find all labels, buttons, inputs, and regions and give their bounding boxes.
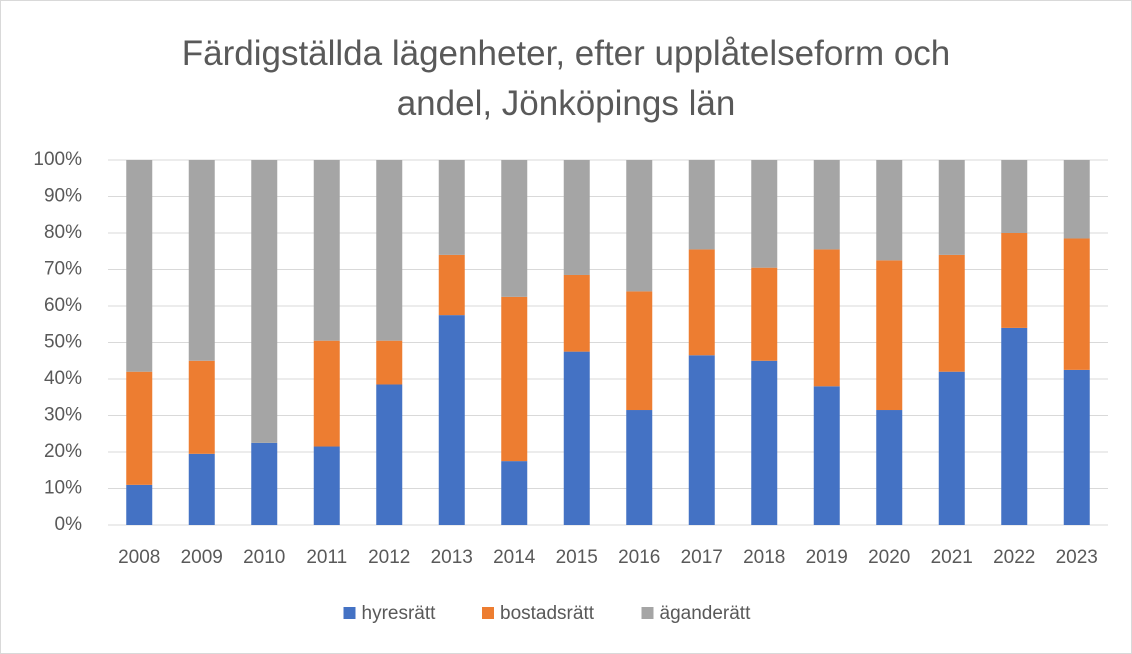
bar-segment (1063, 369, 1090, 525)
x-tick-label: 2022 (993, 547, 1035, 568)
bar-segment (563, 160, 590, 275)
bar-segment (1063, 238, 1090, 370)
bar-segment (751, 160, 778, 268)
bar-segment (626, 160, 653, 292)
legend-swatch (641, 607, 654, 619)
bar-segment (626, 291, 653, 411)
bar-segment (313, 160, 340, 341)
x-tick-label: 2011 (306, 547, 347, 568)
bar-segment (126, 160, 153, 372)
bar-segment (126, 371, 153, 485)
legend-label: bostadsrätt (500, 603, 595, 624)
bar-segment (876, 260, 903, 411)
x-tick-label: 2020 (868, 547, 910, 568)
y-tick-label: 100% (33, 149, 82, 170)
bar-segment (376, 160, 403, 341)
bar-segment (501, 461, 528, 525)
bar-segment (188, 160, 215, 361)
x-tick-label: 2014 (493, 547, 536, 568)
bar-segment (563, 351, 590, 525)
bar-segment (813, 160, 840, 250)
bar-segment (438, 254, 465, 316)
bar-segment (438, 160, 465, 255)
bar-segment (313, 340, 340, 447)
bar-segment (751, 360, 778, 525)
legend-swatch (343, 607, 356, 619)
y-tick-label: 40% (44, 368, 82, 389)
bar-segment (1063, 160, 1090, 239)
y-tick-label: 60% (44, 295, 82, 316)
bar-segment (376, 384, 403, 525)
x-tick-label: 2017 (681, 547, 723, 568)
bar-segment (938, 371, 965, 525)
y-tick-label: 70% (44, 259, 82, 280)
legend-swatch (482, 607, 494, 619)
y-tick-label: 10% (44, 478, 82, 499)
bar-segment (501, 160, 528, 297)
bar-segment (688, 249, 715, 356)
bar-segment (1001, 160, 1028, 233)
bar-segment (938, 160, 965, 255)
bar-segment (188, 453, 215, 525)
x-tick-label: 2009 (181, 547, 223, 568)
y-tick-label: 80% (44, 222, 82, 243)
x-tick-label: 2008 (118, 547, 160, 568)
bar-segment (188, 360, 215, 454)
legend-label: hyresrätt (362, 603, 437, 624)
x-tick-label: 2010 (243, 547, 285, 568)
bar-segment (876, 410, 903, 525)
bar-segment (501, 296, 528, 462)
x-tick-label: 2018 (743, 547, 785, 568)
bar-segment (876, 160, 903, 261)
chart-title: Färdigställda lägenheter, efter upplåtel… (181, 34, 951, 123)
x-tick-label: 2016 (618, 547, 660, 568)
y-tick-label: 20% (44, 441, 82, 462)
bar-segment (126, 484, 153, 525)
bar-segment (688, 355, 715, 525)
y-tick-label: 50% (44, 332, 82, 353)
bar-segment (313, 446, 340, 525)
x-tick-label: 2021 (931, 547, 973, 568)
x-tick-label: 2013 (431, 547, 473, 568)
x-tick-label: 2012 (368, 547, 410, 568)
bar-segment (751, 267, 778, 361)
y-tick-label: 90% (44, 186, 82, 207)
x-tick-label: 2019 (806, 547, 848, 568)
bar-segment (251, 160, 278, 443)
bar-segment (626, 410, 653, 525)
bar-segment (563, 274, 590, 352)
bar-segment (376, 340, 403, 385)
bar-segment (438, 315, 465, 525)
x-tick-label: 2015 (556, 547, 598, 568)
bar-segment (1001, 327, 1028, 525)
y-tick-label: 0% (55, 514, 83, 535)
legend-label: äganderätt (660, 603, 752, 624)
bar-segment (813, 386, 840, 525)
bar-segment (251, 442, 278, 525)
x-tick-label: 2023 (1056, 547, 1098, 568)
bar-segment (1001, 233, 1028, 328)
y-tick-label: 30% (44, 405, 82, 426)
bar-segment (688, 160, 715, 250)
bar-segment (938, 254, 965, 372)
bar-segment (813, 249, 840, 387)
